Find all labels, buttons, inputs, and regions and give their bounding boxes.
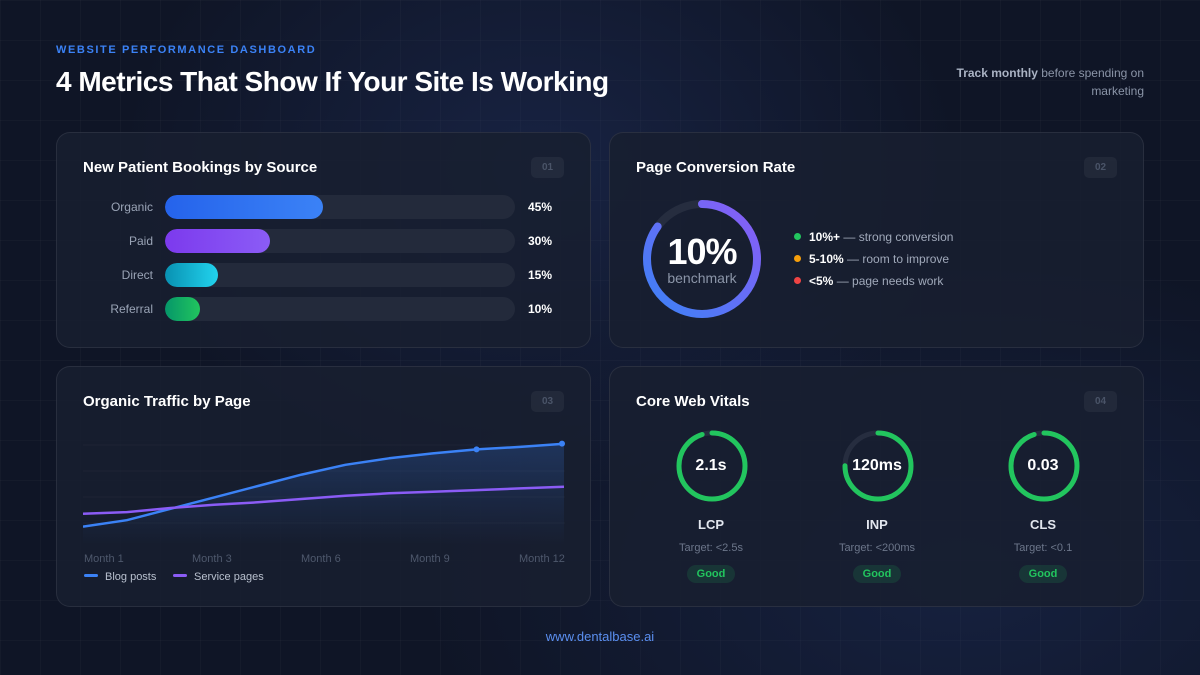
traffic-card-title: Organic Traffic by Page xyxy=(83,393,251,410)
legend-blog-posts-label: Blog posts xyxy=(105,571,157,583)
legend-dot-red xyxy=(794,277,801,284)
conversion-donut xyxy=(643,200,761,318)
x-tick-month-9: Month 9 xyxy=(410,553,450,565)
vital-status-badge-inp: Good xyxy=(853,565,901,583)
legend-service-pages-label: Service pages xyxy=(194,571,264,583)
vitals-card-title: Core Web Vitals xyxy=(636,393,750,410)
vital-gauge-arc xyxy=(842,430,914,502)
header-note-strong: Track monthly xyxy=(956,66,1038,80)
x-tick-month-6: Month 6 xyxy=(301,553,341,565)
legend-room-to-improve-value: 5-10% xyxy=(809,252,844,266)
legend-strong-conversion-value: 10%+ xyxy=(809,230,841,244)
vital-gauge-inp xyxy=(842,430,914,502)
dashboard-eyebrow: WEBSITE PERFORMANCE DASHBOARD xyxy=(56,44,317,56)
bookings-card: New Patient Bookings by Source 01 Organi… xyxy=(56,132,591,348)
legend-needs-work: <5% — page needs work xyxy=(794,273,943,289)
bar-track-referral xyxy=(165,297,515,321)
blog-posts-area xyxy=(83,443,564,545)
bookings-card-title: New Patient Bookings by Source xyxy=(83,159,318,176)
bar-paid xyxy=(165,229,270,253)
vital-status-badge-lcp: Good xyxy=(687,565,735,583)
x-tick-month-1: Month 1 xyxy=(84,553,124,565)
bar-row-direct: Direct 15% xyxy=(83,263,553,287)
legend-dot-green xyxy=(794,233,801,240)
service-pages-line xyxy=(83,485,565,515)
bar-track-organic xyxy=(165,195,515,219)
traffic-card-number: 03 xyxy=(531,391,564,412)
bar-row-paid: Paid 30% xyxy=(83,229,553,253)
vital-status-badge-cls: Good xyxy=(1019,565,1067,583)
legend-needs-work-text: — page needs work xyxy=(833,274,944,288)
bar-row-referral: Referral 10% xyxy=(83,297,553,321)
vital-target-inp: Target: <200ms xyxy=(838,542,916,554)
bar-label-direct: Direct xyxy=(121,268,153,282)
vital-value-cls: 0.03 xyxy=(1027,457,1059,474)
legend-dot-amber xyxy=(794,255,801,262)
bar-label-organic: Organic xyxy=(110,200,153,214)
vital-name-lcp: LCP xyxy=(698,517,724,532)
traffic-card: Organic Traffic by Page 03 Month 1 Month … xyxy=(56,366,591,607)
bar-referral xyxy=(165,297,200,321)
vitals-card: Core Web Vitals 04 2.1s LCP Target: <2.5s G… xyxy=(609,366,1144,607)
vital-gauge-arc xyxy=(1008,430,1080,502)
vital-target-lcp: Target: <2.5s xyxy=(679,542,743,554)
bar-value-referral: 10% xyxy=(528,302,553,316)
blog-posts-point xyxy=(559,440,565,447)
bar-organic xyxy=(165,195,323,219)
header-note: Track monthly before spending on marketi… xyxy=(944,64,1144,100)
bar-track-direct xyxy=(165,263,515,287)
vital-gauge-cls xyxy=(1008,430,1080,502)
vital-value-inp: 120ms xyxy=(852,457,902,474)
conversion-card-number: 02 xyxy=(1084,157,1117,178)
legend-service-pages: Service pages xyxy=(173,570,264,584)
donut-value: 10% xyxy=(667,231,737,272)
donut-sublabel: benchmark xyxy=(667,270,737,286)
header-note-rest: before spending on marketing xyxy=(1037,66,1144,98)
page-title: 4 Metrics That Show If Your Site Is Work… xyxy=(56,66,609,97)
legend-strong-conversion: 10%+ — strong conversion xyxy=(794,229,953,245)
vital-name-inp: INP xyxy=(866,517,888,532)
bar-label-paid: Paid xyxy=(128,234,153,248)
vitals-card-number: 04 xyxy=(1084,391,1117,412)
legend-needs-work-value: <5% xyxy=(809,274,834,288)
bookings-card-number: 01 xyxy=(531,157,564,178)
conversion-card: Page Conversion Rate 02 10% benchmark 10… xyxy=(609,132,1144,348)
bar-value-direct: 15% xyxy=(528,268,553,282)
blog-posts-point xyxy=(473,446,480,453)
traffic-line-chart xyxy=(83,440,565,545)
footer-url[interactable]: www.dentalbase.ai xyxy=(545,629,655,644)
bar-direct xyxy=(165,263,218,287)
x-tick-month-12: Month 12 xyxy=(519,553,565,565)
bar-value-paid: 30% xyxy=(528,234,553,248)
vital-target-cls: Target: <0.1 xyxy=(1013,542,1073,554)
legend-swatch-service xyxy=(173,574,187,577)
legend-room-to-improve-text: — room to improve xyxy=(843,252,950,266)
vital-gauge-arc xyxy=(676,430,748,502)
conversion-card-title: Page Conversion Rate xyxy=(636,159,796,176)
legend-swatch-blog xyxy=(84,574,98,577)
vital-value-lcp: 2.1s xyxy=(695,457,727,474)
donut-arc xyxy=(643,200,761,318)
vital-gauge-lcp xyxy=(676,430,748,502)
vital-name-cls: CLS xyxy=(1030,517,1056,532)
legend-room-to-improve: 5-10% — room to improve xyxy=(794,251,949,267)
bar-value-organic: 45% xyxy=(528,200,553,214)
x-tick-month-3: Month 3 xyxy=(192,553,232,565)
bar-label-referral: Referral xyxy=(110,302,153,316)
legend-strong-conversion-text: — strong conversion xyxy=(840,230,954,244)
bar-track-paid xyxy=(165,229,515,253)
blog-posts-line xyxy=(83,442,565,528)
bar-row-organic: Organic 45% xyxy=(83,195,553,219)
legend-blog-posts: Blog posts xyxy=(84,570,156,584)
